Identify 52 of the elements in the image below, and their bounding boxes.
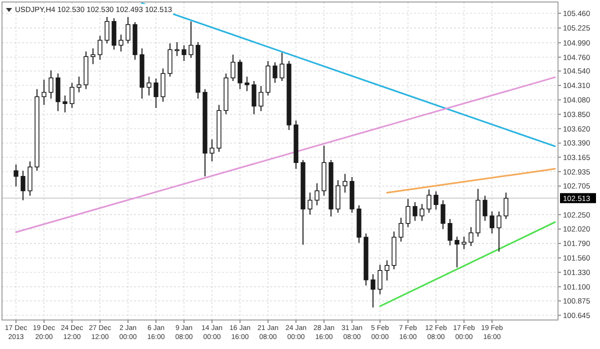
- candlestick: [160, 68, 166, 102]
- candlestick: [112, 18, 116, 50]
- candlestick: [168, 42, 172, 78]
- candlestick: [70, 82, 74, 108]
- candlestick: [244, 76, 250, 92]
- candlestick: [90, 48, 96, 65]
- candlestick: [146, 76, 152, 96]
- candlestick: [188, 20, 194, 58]
- candlestick: [342, 173, 348, 194]
- candlestick: [126, 16, 130, 44]
- candlestick: [398, 217, 404, 242]
- candlestick: [118, 34, 124, 52]
- candlestick: [426, 189, 432, 214]
- candlestick: [280, 52, 284, 82]
- candlestick: [504, 192, 508, 220]
- candlestick: [210, 138, 214, 162]
- candlestick: [490, 210, 494, 234]
- candlestick: [28, 160, 32, 196]
- candlestick: [420, 203, 424, 222]
- candlestick: [454, 236, 460, 268]
- candlestick: [384, 260, 390, 281]
- candlestick: [104, 16, 110, 44]
- candlestick: [182, 44, 186, 62]
- candlestick: [308, 192, 312, 216]
- candlestick: [448, 218, 452, 246]
- candlestick: [258, 86, 264, 112]
- candlestick: [468, 226, 474, 246]
- candlestick: [238, 59, 242, 90]
- candlestick: [336, 180, 340, 214]
- candlestick: [174, 42, 180, 56]
- candlestick: [98, 35, 102, 60]
- candlestick: [314, 182, 320, 206]
- candlestick: [370, 274, 376, 308]
- candlestick: [482, 195, 488, 222]
- candlestick: [496, 210, 502, 252]
- candlestick: [76, 76, 82, 93]
- candlestick: [42, 79, 46, 106]
- candlestick: [48, 70, 54, 100]
- candlestick: [252, 80, 256, 115]
- candlestick: [14, 164, 18, 187]
- candlestick: [440, 200, 446, 230]
- candlestick: [56, 73, 60, 112]
- candlestick: [434, 190, 438, 210]
- candlestick: [62, 94, 68, 113]
- candlestick: [230, 54, 236, 82]
- candlestick: [272, 62, 278, 84]
- candlestick: [20, 170, 26, 201]
- candlestick: [406, 198, 410, 228]
- candlestick: [412, 202, 418, 222]
- candlestick: [154, 78, 158, 108]
- candlestick: [462, 236, 466, 250]
- candlestick: [378, 264, 382, 295]
